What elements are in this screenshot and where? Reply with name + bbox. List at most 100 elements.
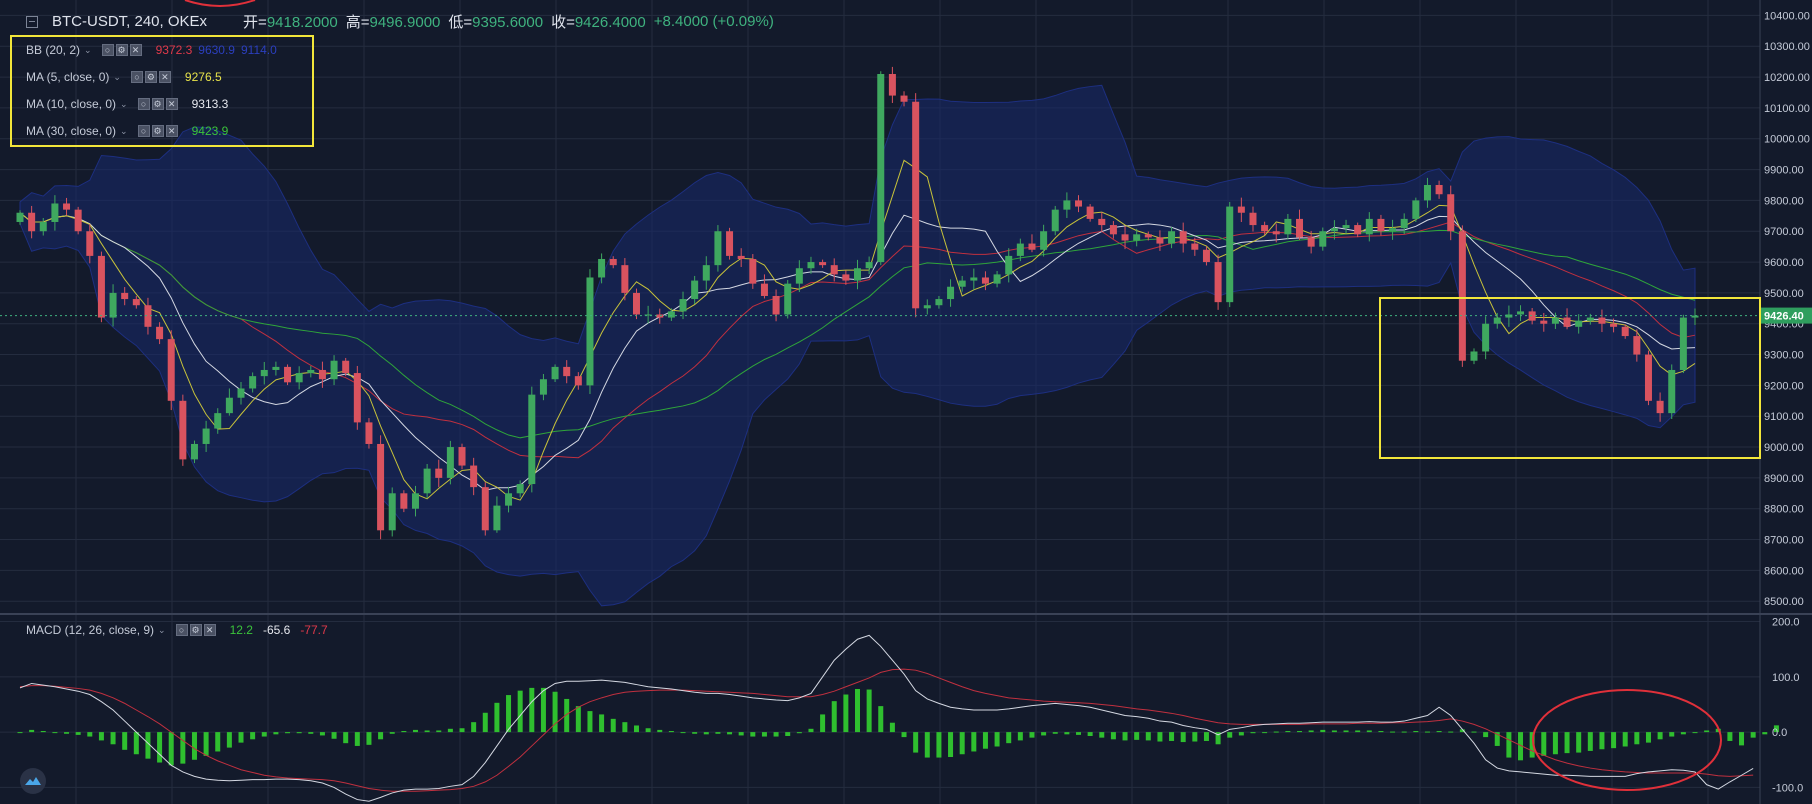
macd-histogram-bar	[1483, 732, 1489, 738]
eye-icon[interactable]: ○	[137, 98, 150, 110]
indicator-ma30[interactable]: MA (30, close, 0) ⌄ ○ ⚙ ✕ 9423.9	[26, 124, 228, 138]
macd-histogram-bar	[17, 732, 23, 734]
eye-icon[interactable]: ○	[137, 125, 150, 137]
candle-body	[1284, 218, 1292, 235]
macd-histogram-bar	[1645, 732, 1651, 743]
macd-histogram-bar	[1192, 732, 1198, 742]
candle-body	[981, 277, 989, 284]
low-label: 低=	[448, 14, 473, 31]
candle-body	[807, 262, 815, 269]
candle-body	[202, 428, 210, 444]
candle-body	[1656, 400, 1664, 414]
macd-histogram-bar	[1378, 731, 1384, 733]
macd-histogram-bar	[1366, 730, 1372, 733]
chevron-down-icon[interactable]: ⌄	[120, 125, 128, 136]
macd-histogram-bar	[564, 698, 570, 733]
chevron-down-icon[interactable]: ⌄	[84, 44, 92, 55]
app-logo-icon[interactable]	[20, 768, 46, 794]
eye-icon[interactable]: ○	[175, 624, 188, 636]
macd-histogram-bar	[1587, 732, 1593, 751]
candle-body	[1458, 231, 1466, 361]
candle-body	[1423, 184, 1431, 201]
candle-body	[330, 360, 338, 380]
macd-histogram-bar	[133, 732, 139, 755]
macd-histogram-bar	[1203, 732, 1209, 741]
macd-histogram-bar	[40, 731, 46, 733]
eye-icon[interactable]: ○	[101, 44, 114, 56]
macd-histogram-bar	[599, 714, 605, 733]
macd-histogram-bar	[1436, 731, 1442, 733]
price-tick-label: 8500.00	[1764, 596, 1804, 608]
macd-histogram-bar	[494, 702, 500, 733]
candle-body	[1179, 231, 1187, 244]
candle-body	[400, 493, 408, 509]
macd-histogram-bar	[447, 728, 453, 733]
indicator-ma10[interactable]: MA (10, close, 0) ⌄ ○ ⚙ ✕ 9313.3	[26, 97, 228, 111]
macd-histogram-bar	[1215, 732, 1221, 745]
macd-histogram-bar	[1355, 730, 1361, 733]
close-icon[interactable]: ✕	[129, 44, 142, 56]
candle-body	[237, 388, 245, 398]
chevron-down-icon[interactable]: ⌄	[158, 624, 166, 635]
macd-histogram-bar	[808, 728, 814, 733]
candle-body	[1517, 311, 1525, 315]
candle-body	[1133, 234, 1141, 241]
candle-body	[1586, 317, 1594, 321]
symbol-label[interactable]: BTC-USDT, 240, OKEx	[52, 13, 208, 30]
macd-histogram-bar	[29, 729, 35, 733]
gear-icon[interactable]: ⚙	[189, 624, 202, 636]
gear-icon[interactable]: ⚙	[115, 44, 128, 56]
gear-icon[interactable]: ⚙	[144, 71, 157, 83]
indicator-name: BB (20, 2)	[26, 43, 81, 57]
gear-icon[interactable]: ⚙	[151, 125, 164, 137]
macd-histogram-bar	[703, 732, 709, 735]
macd-histogram-bar	[1564, 732, 1570, 754]
price-tick-label: 8900.00	[1764, 473, 1804, 485]
collapse-icon[interactable]	[26, 15, 38, 28]
chevron-down-icon[interactable]: ⌄	[113, 71, 121, 82]
eye-icon[interactable]: ○	[130, 71, 143, 83]
indicator-macd[interactable]: MACD (12, 26, close, 9) ⌄ ○ ⚙ ✕ 12.2 -65.6…	[26, 623, 328, 637]
last-price-badge	[1761, 307, 1812, 324]
indicator-ma5[interactable]: MA (5, close, 0) ⌄ ○ ⚙ ✕ 9276.5	[26, 70, 222, 84]
macd-histogram-bar	[1413, 731, 1419, 733]
candle-body	[1354, 225, 1362, 235]
macd-histogram-bar	[1087, 732, 1093, 736]
candle-body	[1109, 225, 1117, 235]
indicator-bb[interactable]: BB (20, 2) ⌄ ○ ⚙ ✕ 9372.3 9630.9 9114.0	[26, 43, 277, 57]
candle-body	[528, 394, 536, 485]
macd-histogram-bar	[901, 732, 907, 738]
macd-tick-label: -100.0	[1772, 782, 1803, 794]
macd-histogram-bar	[1506, 732, 1512, 758]
candle-body	[551, 366, 559, 380]
close-icon[interactable]: ✕	[203, 624, 216, 636]
close-icon[interactable]: ✕	[165, 98, 178, 110]
price-axis: 8500.00 8600.00 8700.00 8800.00 8900.00 9000.…	[0, 10, 1812, 608]
candle-body	[644, 314, 652, 316]
macd-line	[19, 634, 1754, 802]
macd-histogram-bar	[878, 706, 884, 733]
chevron-down-icon[interactable]: ⌄	[120, 98, 128, 109]
candle-body	[1470, 351, 1478, 361]
macd-histogram-bar	[924, 732, 930, 758]
macd-histogram-bar	[436, 730, 442, 733]
candle-body	[435, 468, 443, 478]
macd-histogram-bar	[52, 732, 58, 734]
bollinger-fill	[19, 84, 1696, 607]
open-label: 开=	[243, 14, 267, 31]
candle-body	[1272, 231, 1280, 235]
macd-histogram-bar	[761, 732, 767, 737]
candle-body	[481, 487, 489, 531]
candle-body	[86, 231, 94, 256]
close-icon[interactable]: ✕	[158, 71, 171, 83]
gear-icon[interactable]: ⚙	[151, 98, 164, 110]
macd-axis: 200.0 100.0 0.0 -100.0	[1772, 617, 1803, 795]
macd-histogram-bar	[552, 691, 558, 733]
candle-body	[970, 277, 978, 281]
macd-histogram-bar	[1099, 732, 1105, 738]
price-tick-label: 9800.00	[1764, 195, 1804, 207]
close-icon[interactable]: ✕	[165, 125, 178, 137]
macd-histogram-bar	[994, 732, 1000, 747]
macd-histogram-bar	[1122, 732, 1128, 741]
